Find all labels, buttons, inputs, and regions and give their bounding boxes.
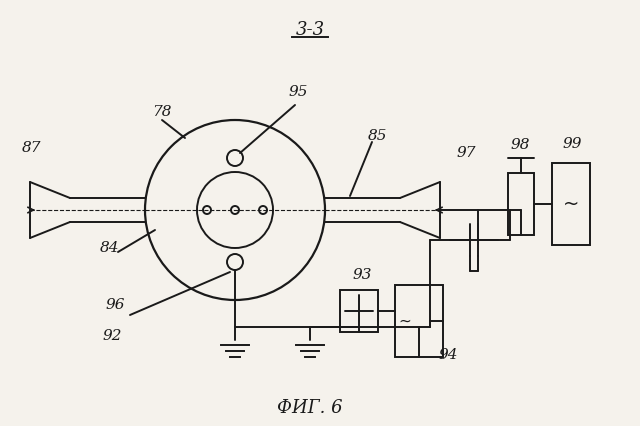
Text: ~: ~: [563, 195, 579, 213]
Bar: [395, 285, 443, 357]
Text: 95: 95: [288, 85, 308, 99]
Text: 97: 97: [456, 146, 476, 160]
Text: 99: 99: [563, 137, 582, 151]
Bar: [552, 163, 590, 245]
Text: 93: 93: [352, 268, 372, 282]
Text: 78: 78: [152, 105, 172, 119]
Bar: [508, 173, 534, 235]
Text: 3-3: 3-3: [296, 21, 324, 39]
Text: 92: 92: [102, 329, 122, 343]
Text: 87: 87: [22, 141, 42, 155]
Bar: [340, 290, 378, 332]
Text: 96: 96: [105, 298, 125, 312]
Text: 94: 94: [438, 348, 458, 362]
Text: 84: 84: [100, 241, 120, 255]
Text: ФИГ. 6: ФИГ. 6: [277, 399, 343, 417]
Text: ~: ~: [399, 314, 412, 328]
Text: 85: 85: [368, 129, 388, 143]
Text: 98: 98: [510, 138, 530, 152]
